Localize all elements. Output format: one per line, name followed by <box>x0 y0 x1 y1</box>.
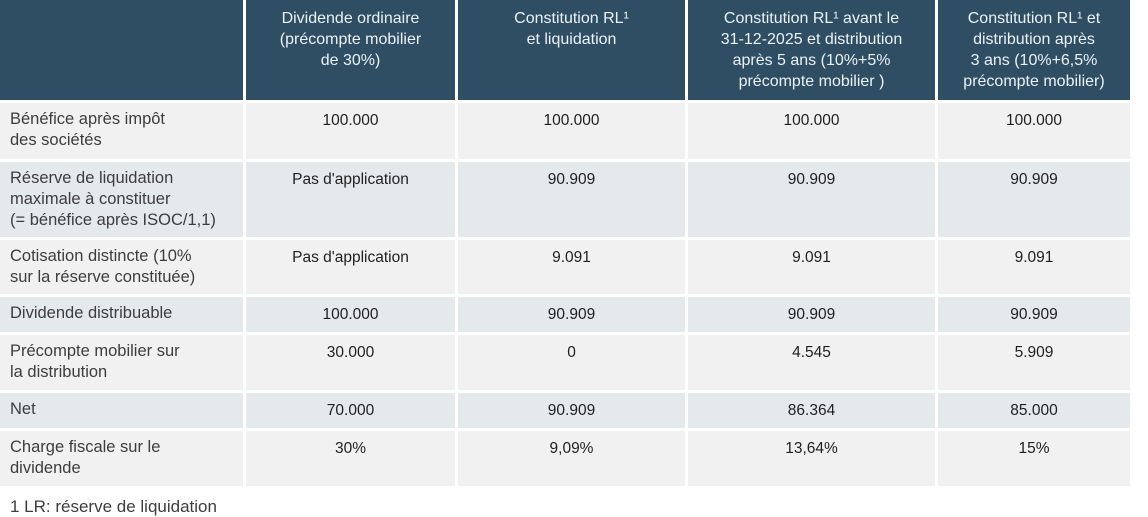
cell-value: 9.091 <box>688 240 935 294</box>
cell-value: 100.000 <box>458 103 685 159</box>
column-header-constitution-rl-liquidation: Constitution RL¹ et liquidation <box>458 0 685 100</box>
cell-value: 5.909 <box>938 335 1130 390</box>
table-row-precompte-mobilier: Précompte mobilier sur la distribution 3… <box>0 335 1130 390</box>
cell-value: 90.909 <box>458 162 685 237</box>
cell-value: 9.091 <box>458 240 685 294</box>
header-row: Dividende ordinaire (précompte mobilier … <box>0 0 1130 100</box>
table-row-benefice: Bénéfice après impôt des sociétés 100.00… <box>0 103 1130 159</box>
cell-value: 100.000 <box>246 297 455 332</box>
cell-value: 70.000 <box>246 393 455 428</box>
row-label: Bénéfice après impôt des sociétés <box>0 103 243 159</box>
cell-value: 90.909 <box>938 297 1130 332</box>
cell-value: 4.545 <box>688 335 935 390</box>
cell-value: 9.091 <box>938 240 1130 294</box>
cell-value: 9,09% <box>458 431 685 486</box>
table-row-charge-fiscale: Charge fiscale sur le dividende 30% 9,09… <box>0 431 1130 486</box>
table-row-reserve-liquidation: Réserve de liquidation maximale à consti… <box>0 162 1130 237</box>
cell-value: 0 <box>458 335 685 390</box>
cell-value: 90.909 <box>938 162 1130 237</box>
row-label: Charge fiscale sur le dividende <box>0 431 243 486</box>
row-label: Réserve de liquidation maximale à consti… <box>0 162 243 237</box>
row-label: Précompte mobilier sur la distribution <box>0 335 243 390</box>
row-label: Cotisation distincte (10% sur la réserve… <box>0 240 243 294</box>
cell-value: 30% <box>246 431 455 486</box>
column-header-dividende-ordinaire: Dividende ordinaire (précompte mobilier … <box>246 0 455 100</box>
cell-value: 85.000 <box>938 393 1130 428</box>
cell-value: Pas d'application <box>246 240 455 294</box>
cell-value: 90.909 <box>458 393 685 428</box>
corner-header-cell <box>0 0 243 100</box>
cell-value: 90.909 <box>688 297 935 332</box>
table-row-dividende-distribuable: Dividende distribuable 100.000 90.909 90… <box>0 297 1130 332</box>
column-header-constitution-rl-apres-3-ans: Constitution RL¹ et distribution après 3… <box>938 0 1130 100</box>
cell-value: 100.000 <box>246 103 455 159</box>
column-header-constitution-rl-avant-2025: Constitution RL¹ avant le 31-12-2025 et … <box>688 0 935 100</box>
footnote: 1 LR: réserve de liquidation <box>10 497 217 516</box>
liquidation-reserve-tax-table: Dividende ordinaire (précompte mobilier … <box>0 0 1130 486</box>
cell-value: 100.000 <box>688 103 935 159</box>
cell-value: 30.000 <box>246 335 455 390</box>
cell-value: Pas d'application <box>246 162 455 237</box>
cell-value: 15% <box>938 431 1130 486</box>
cell-value: 90.909 <box>688 162 935 237</box>
row-label: Dividende distribuable <box>0 297 243 332</box>
cell-value: 13,64% <box>688 431 935 486</box>
cell-value: 90.909 <box>458 297 685 332</box>
table-row-net: Net 70.000 90.909 86.364 85.000 <box>0 393 1130 428</box>
row-label: Net <box>0 393 243 428</box>
table-row-cotisation-distincte: Cotisation distincte (10% sur la réserve… <box>0 240 1130 294</box>
cell-value: 100.000 <box>938 103 1130 159</box>
cell-value: 86.364 <box>688 393 935 428</box>
